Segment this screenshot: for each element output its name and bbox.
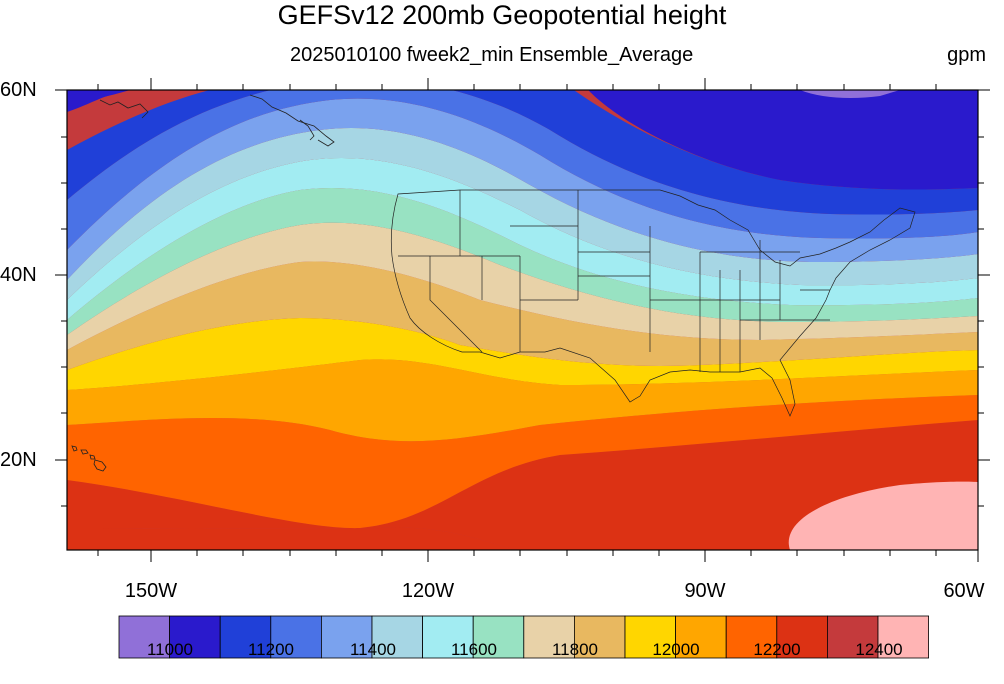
lon-label-90w: 90W — [684, 580, 726, 602]
colorbar-label: 11000 — [146, 640, 193, 659]
units-label: gpm — [947, 44, 986, 66]
band-2 — [67, 90, 978, 190]
band-6 — [67, 128, 978, 300]
band-10 — [67, 261, 978, 370]
lon-label-120w: 120W — [401, 580, 455, 602]
colorbar-label: 11200 — [247, 640, 294, 659]
colorbar-label: 11600 — [450, 640, 497, 659]
alaska-coast — [99, 94, 335, 147]
colorbar-swatch — [371, 615, 423, 659]
band-16-pink — [788, 481, 978, 550]
colorbar-swatch — [422, 615, 474, 659]
colorbar-swatch — [118, 615, 170, 659]
hawaii-islands — [71, 445, 107, 472]
lon-label-150w: 150W — [124, 580, 178, 602]
band-11 — [67, 318, 978, 390]
band-15 — [67, 527, 520, 550]
lat-label-60n: 60N — [0, 79, 37, 101]
band-1 — [800, 90, 900, 98]
colorbar-swatch — [725, 615, 778, 659]
colorbar-swatch — [675, 615, 727, 659]
map-title: GEFSv12 200mb Geopotential height — [277, 0, 727, 30]
band-3 — [67, 90, 978, 215]
lon-label-60w: 60W — [943, 580, 985, 602]
map-subtitle: 2025010100 fweek2_min Ensemble_Average — [290, 44, 694, 66]
colorbar-label: 12400 — [855, 640, 903, 659]
band-14 — [67, 420, 978, 550]
us-boundaries — [390, 189, 916, 417]
band-9 — [67, 222, 978, 350]
colorbar-label: 12200 — [753, 640, 801, 659]
band-12 — [67, 359, 978, 442]
colorbar-label: 11400 — [349, 640, 396, 659]
band-2-west — [67, 90, 110, 112]
band-13 — [67, 395, 978, 529]
band-7 — [67, 158, 978, 320]
contour-field — [67, 90, 978, 550]
lat-label-40n: 40N — [0, 264, 37, 286]
colorbar-swatch — [877, 615, 929, 659]
colorbar-swatch — [523, 615, 575, 659]
colorbar-label: 11800 — [551, 640, 598, 659]
colorbar-swatch — [219, 615, 272, 659]
band-5 — [67, 98, 978, 280]
colorbar-swatch — [320, 615, 373, 659]
colorbar-label: 12000 — [652, 640, 700, 659]
band-4 — [67, 90, 978, 250]
lat-label-20n: 20N — [0, 449, 37, 471]
colorbar-swatch — [776, 615, 828, 659]
map-frame — [66, 89, 979, 551]
band-8 — [67, 188, 978, 335]
colorbar-swatch — [827, 615, 879, 659]
axis-ticks — [55, 78, 990, 562]
colorbar — [118, 615, 929, 659]
